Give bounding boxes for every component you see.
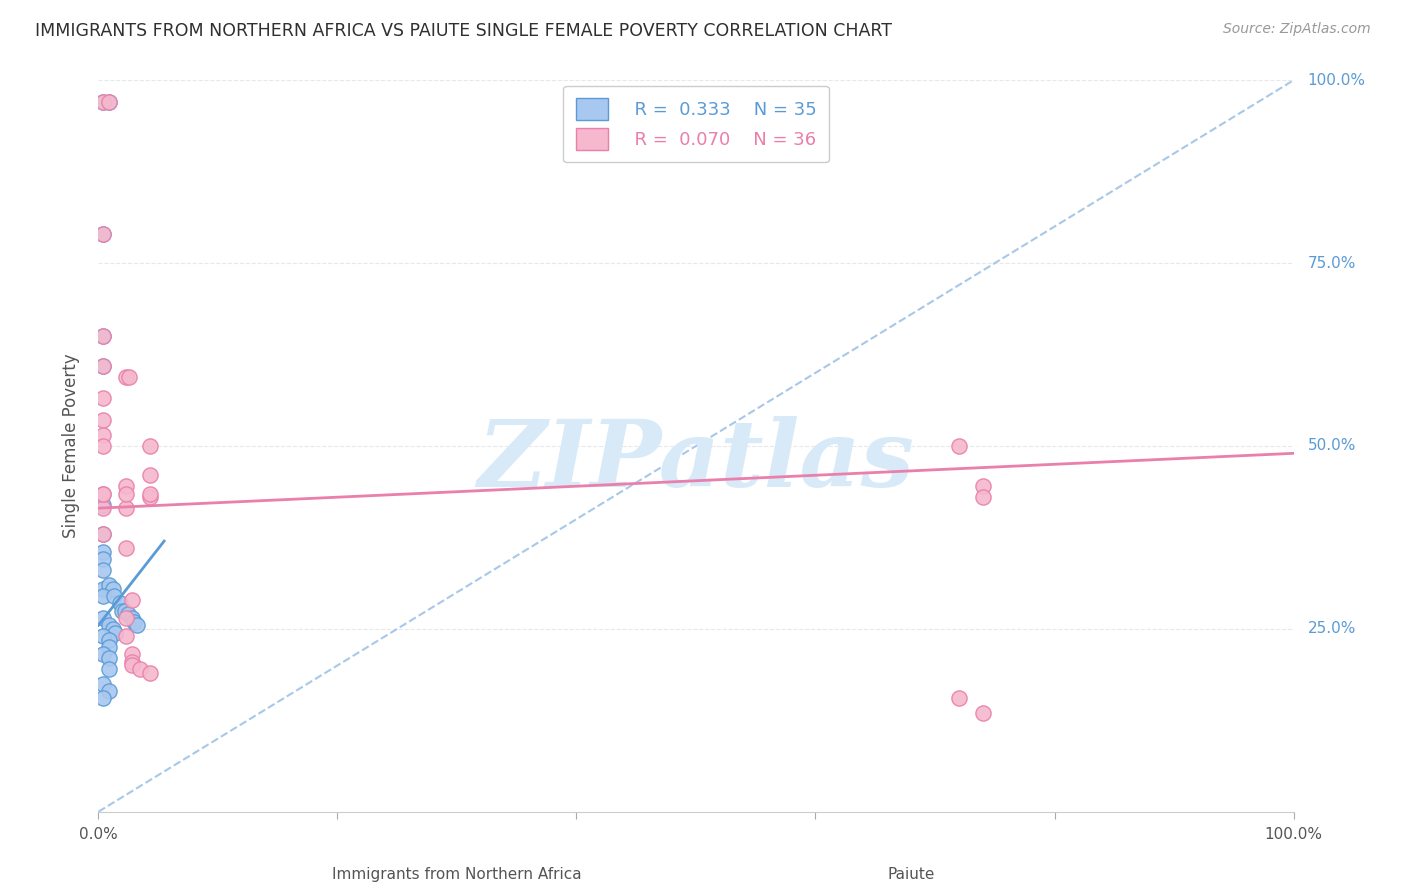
Point xyxy=(91,545,114,559)
Point xyxy=(91,589,114,603)
Text: IMMIGRANTS FROM NORTHERN AFRICA VS PAIUTE SINGLE FEMALE POVERTY CORRELATION CHAR: IMMIGRANTS FROM NORTHERN AFRICA VS PAIUT… xyxy=(35,22,893,40)
Point xyxy=(91,526,114,541)
Point xyxy=(101,622,124,636)
Point xyxy=(91,392,114,406)
Point xyxy=(115,501,138,516)
Point xyxy=(91,227,114,241)
Point xyxy=(98,632,121,647)
Point xyxy=(121,611,143,625)
Point xyxy=(121,658,143,673)
Point xyxy=(114,603,136,617)
Point xyxy=(98,684,121,698)
Y-axis label: Single Female Poverty: Single Female Poverty xyxy=(62,354,80,538)
Point xyxy=(139,665,162,680)
Point xyxy=(91,329,114,343)
Point xyxy=(139,468,162,483)
Point xyxy=(91,227,114,241)
Point xyxy=(91,439,114,453)
Text: Immigrants from Northern Africa: Immigrants from Northern Africa xyxy=(332,867,582,881)
Point xyxy=(129,662,152,676)
Point xyxy=(139,490,162,504)
Point xyxy=(972,490,994,504)
Point xyxy=(139,439,162,453)
Text: 75.0%: 75.0% xyxy=(1308,256,1355,270)
Point xyxy=(98,95,121,110)
Point xyxy=(118,369,141,384)
Point xyxy=(91,676,114,690)
Point xyxy=(115,611,138,625)
Point xyxy=(139,486,162,500)
Point xyxy=(91,648,114,662)
Point xyxy=(91,563,114,577)
Point xyxy=(91,498,114,512)
Text: ZIPatlas: ZIPatlas xyxy=(478,416,914,506)
Point xyxy=(98,95,121,110)
Point xyxy=(108,596,131,610)
Point xyxy=(125,618,148,632)
Text: Source: ZipAtlas.com: Source: ZipAtlas.com xyxy=(1223,22,1371,37)
Point xyxy=(103,589,125,603)
Point xyxy=(972,479,994,493)
Point xyxy=(948,691,970,706)
Point xyxy=(98,662,121,676)
Point xyxy=(91,611,114,625)
Point xyxy=(124,615,146,629)
Point xyxy=(91,629,114,643)
Point xyxy=(117,607,139,622)
Legend:   R =  0.333    N = 35,   R =  0.070    N = 36: R = 0.333 N = 35, R = 0.070 N = 36 xyxy=(562,86,830,162)
Text: 50.0%: 50.0% xyxy=(1308,439,1355,453)
Point xyxy=(91,359,114,373)
Text: 100.0%: 100.0% xyxy=(1308,73,1365,87)
Point xyxy=(948,439,970,453)
Point xyxy=(115,486,138,500)
Point xyxy=(115,541,138,556)
Point xyxy=(91,95,114,110)
Point xyxy=(115,629,138,643)
Text: 25.0%: 25.0% xyxy=(1308,622,1355,636)
Text: Paiute: Paiute xyxy=(887,867,935,881)
Point xyxy=(101,582,124,596)
Point xyxy=(91,428,114,442)
Point xyxy=(91,691,114,706)
Point xyxy=(972,706,994,720)
Point xyxy=(98,578,121,592)
Point xyxy=(91,486,114,500)
Point xyxy=(91,501,114,516)
Point xyxy=(98,640,121,655)
Point xyxy=(98,651,121,665)
Point xyxy=(91,359,114,373)
Point xyxy=(91,552,114,566)
Point xyxy=(115,479,138,493)
Point xyxy=(121,592,143,607)
Point xyxy=(91,329,114,343)
Point xyxy=(91,486,114,500)
Point xyxy=(91,526,114,541)
Point xyxy=(121,655,143,669)
Point xyxy=(91,413,114,427)
Point xyxy=(111,603,134,617)
Point xyxy=(104,625,127,640)
Point xyxy=(91,95,114,110)
Point xyxy=(98,618,121,632)
Point xyxy=(91,582,114,596)
Point xyxy=(115,369,138,384)
Point xyxy=(121,648,143,662)
